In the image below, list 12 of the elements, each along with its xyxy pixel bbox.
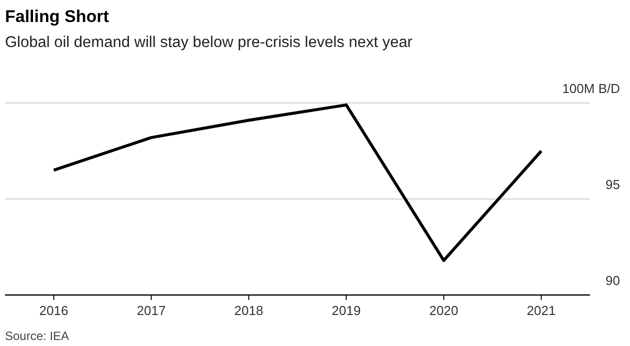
source-note: Source: IEA	[5, 329, 70, 343]
chart-title: Falling Short	[5, 7, 110, 26]
x-tick-label: 2021	[526, 303, 556, 318]
y-tick-label: 90	[606, 273, 620, 288]
y-tick-label: 100M B/D	[562, 81, 620, 96]
chart-subtitle: Global oil demand will stay below pre-crisis levels next year	[5, 34, 412, 51]
x-tick-label: 2020	[429, 303, 458, 318]
y-tick-label: 95	[606, 177, 620, 192]
x-tick-label: 2017	[136, 303, 166, 318]
x-tick-label: 2016	[39, 303, 68, 318]
x-tick-label: 2019	[332, 303, 361, 318]
x-tick-label: 2018	[234, 303, 264, 318]
